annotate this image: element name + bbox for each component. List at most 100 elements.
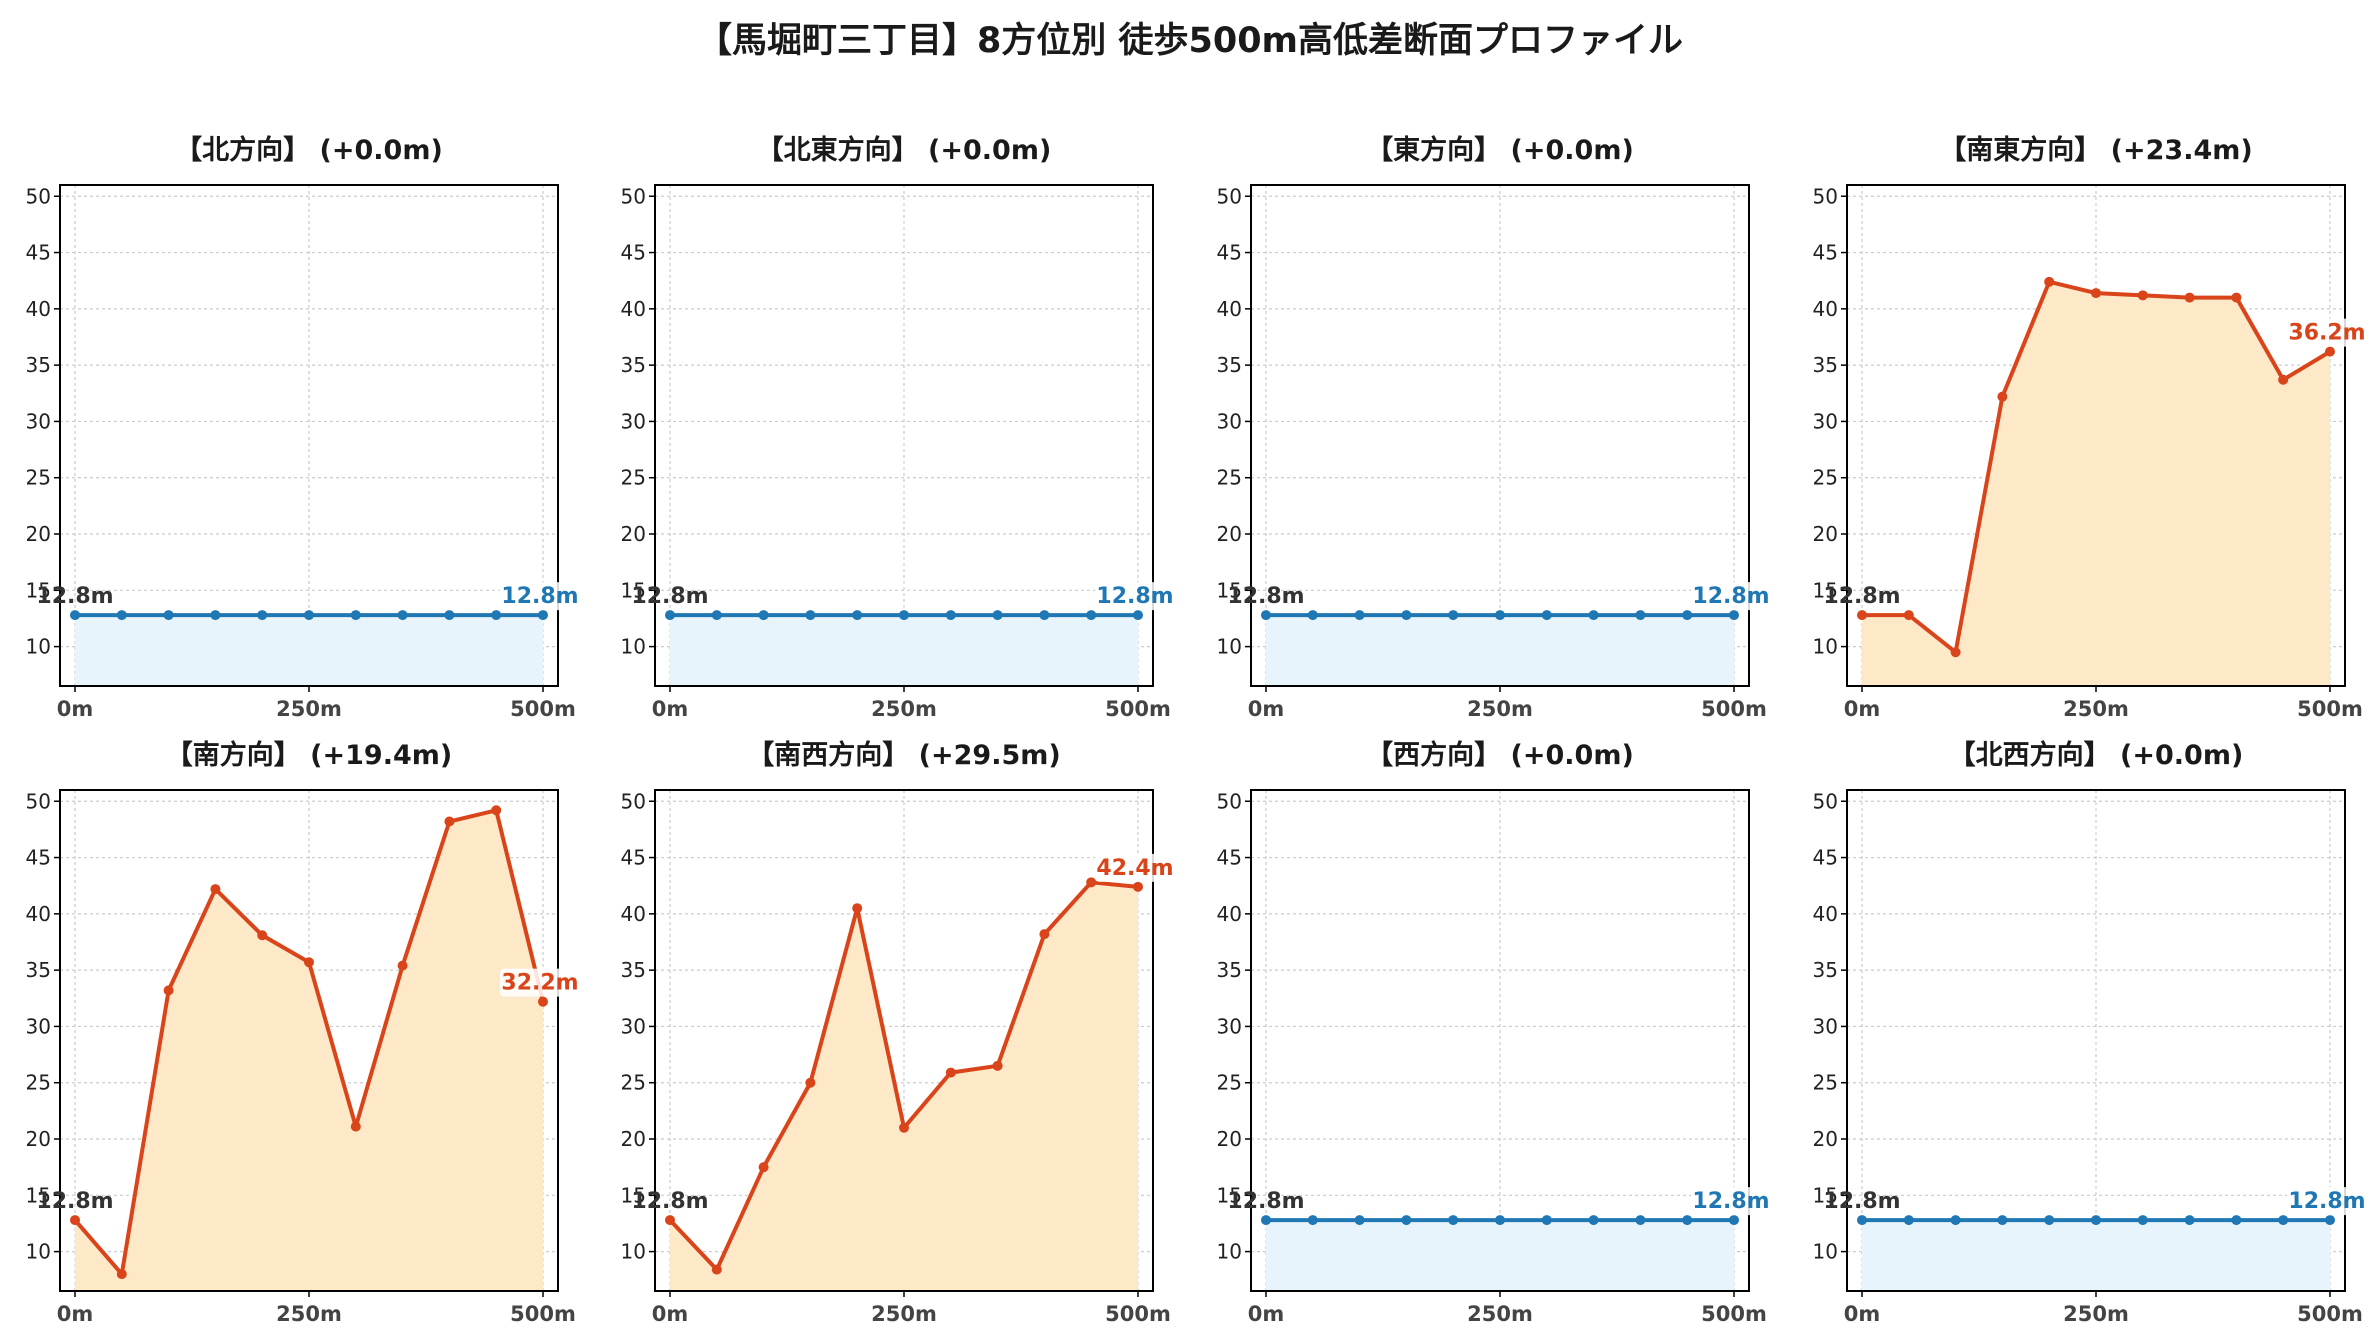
data-point	[2325, 346, 2335, 357]
y-tick-label: 20	[26, 522, 51, 546]
x-tick-label: 250m	[2063, 1302, 2129, 1326]
end-label-box	[2287, 318, 2367, 347]
start-elevation-label: 12.8m	[36, 584, 113, 609]
y-tick-label: 30	[1217, 409, 1242, 433]
data-point	[2325, 1215, 2335, 1226]
y-tick-label: 45	[1217, 241, 1242, 265]
y-tick-label: 25	[621, 466, 646, 490]
x-tick-label: 250m	[2063, 697, 2129, 721]
data-point	[899, 610, 909, 621]
start-elevation-label: 12.8m	[36, 1189, 113, 1214]
x-tick-label: 250m	[1467, 697, 1533, 721]
y-tick-label: 35	[1813, 958, 1838, 982]
y-tick-label: 45	[26, 241, 51, 265]
y-tick-label: 15	[1217, 1183, 1242, 1207]
data-point	[758, 1162, 769, 1173]
data-point	[2091, 288, 2101, 299]
x-tick-label: 500m	[1701, 1302, 1767, 1326]
y-tick-label: 10	[1217, 635, 1242, 659]
area-fill	[1862, 281, 2330, 686]
x-tick-label: 500m	[1701, 697, 1767, 721]
data-point	[538, 610, 548, 621]
chart-title: 【北西方向】 (+0.0m)	[1949, 739, 2244, 771]
data-point	[1903, 610, 1914, 621]
data-point	[1133, 881, 1143, 892]
end-elevation-label: 12.8m	[1692, 1189, 1769, 1214]
data-point	[2137, 290, 2148, 301]
chart-title: 【東方向】 (+0.0m)	[1366, 134, 1634, 166]
end-label-box	[2287, 1187, 2367, 1216]
data-point	[1857, 610, 1867, 621]
end-elevation-label: 12.8m	[1096, 584, 1173, 609]
x-tick-label: 0m	[57, 1302, 94, 1326]
data-point	[1495, 610, 1505, 621]
end-label-box	[1095, 853, 1175, 882]
end-elevation-label: 42.4m	[1096, 856, 1173, 881]
y-tick-label: 15	[1813, 1183, 1838, 1207]
y-tick-label: 25	[26, 1071, 51, 1095]
data-point	[758, 610, 769, 621]
y-tick-label: 20	[1813, 1127, 1838, 1151]
data-point	[1261, 610, 1271, 621]
y-tick-label: 30	[1217, 1014, 1242, 1038]
y-tick-label: 20	[26, 1127, 51, 1151]
data-point	[2184, 292, 2195, 303]
data-point	[1086, 610, 1097, 621]
y-tick-label: 35	[1217, 353, 1242, 377]
y-tick-label: 15	[26, 578, 51, 602]
data-point	[538, 996, 548, 1007]
data-point	[1401, 1215, 1412, 1226]
data-point	[1495, 1215, 1505, 1226]
y-tick-label: 30	[1813, 409, 1838, 433]
y-tick-label: 10	[26, 635, 51, 659]
chart-title: 【北東方向】 (+0.0m)	[757, 134, 1052, 166]
y-tick-label: 50	[1813, 789, 1838, 813]
data-point	[665, 610, 675, 621]
y-tick-label: 45	[621, 241, 646, 265]
chart-title: 【南西方向】 (+29.5m)	[747, 739, 1060, 771]
data-point	[491, 805, 502, 816]
y-tick-label: 50	[621, 184, 646, 208]
data-point	[711, 1264, 722, 1275]
y-tick-label: 45	[1813, 241, 1838, 265]
figure-title: 【馬堀町三丁目】8方位別 徒歩500m高低差断面プロファイル	[696, 21, 1684, 61]
y-tick-label: 20	[1813, 522, 1838, 546]
data-point	[1635, 1215, 1646, 1226]
x-tick-label: 500m	[510, 697, 576, 721]
x-tick-label: 250m	[276, 1302, 342, 1326]
x-tick-label: 0m	[1844, 1302, 1881, 1326]
y-tick-label: 25	[1217, 1071, 1242, 1095]
start-elevation-label: 12.8m	[631, 1189, 708, 1214]
y-tick-label: 10	[1813, 1240, 1838, 1264]
x-tick-label: 0m	[652, 697, 689, 721]
data-point	[2231, 1215, 2242, 1226]
data-point	[1997, 1215, 2008, 1226]
data-point	[2044, 1215, 2055, 1226]
y-tick-label: 10	[1813, 635, 1838, 659]
data-point	[116, 610, 127, 621]
x-tick-label: 500m	[2297, 1302, 2363, 1326]
data-point	[350, 610, 361, 621]
data-point	[397, 610, 408, 621]
data-point	[1133, 610, 1143, 621]
end-label-box	[1095, 582, 1175, 611]
y-tick-label: 20	[621, 1127, 646, 1151]
y-tick-label: 35	[1217, 958, 1242, 982]
chart-title: 【西方向】 (+0.0m)	[1366, 739, 1634, 771]
data-point	[1039, 929, 1050, 940]
start-elevation-label: 12.8m	[1227, 1189, 1304, 1214]
y-tick-label: 15	[1217, 578, 1242, 602]
data-point	[899, 1122, 909, 1133]
data-point	[210, 884, 221, 895]
data-point	[711, 610, 722, 621]
y-tick-label: 25	[1217, 466, 1242, 490]
data-point	[665, 1215, 675, 1226]
y-tick-label: 15	[26, 1183, 51, 1207]
